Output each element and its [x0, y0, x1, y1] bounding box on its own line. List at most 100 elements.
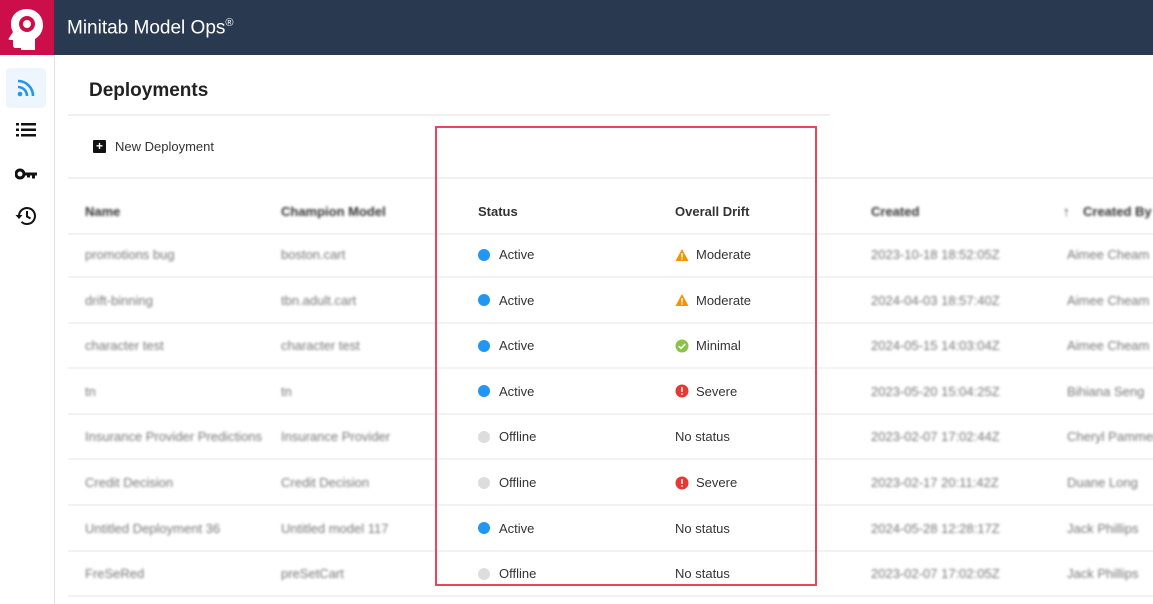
sidebar-item-keys[interactable] [6, 154, 46, 194]
new-deployment-button[interactable]: + New Deployment [93, 139, 214, 154]
table-row[interactable]: character test character test Active Min… [68, 324, 1153, 370]
deployment-name[interactable]: Untitled Deployment 36 [85, 520, 221, 536]
error-icon [675, 476, 689, 490]
created-by: Aimee Cheam [1067, 338, 1150, 354]
status: Offline [478, 461, 536, 504]
deployment-name[interactable]: tn [85, 383, 96, 399]
status-dot-icon [478, 522, 490, 535]
status-label: Offline [499, 566, 537, 582]
error-icon [675, 384, 689, 398]
deployment-name[interactable]: drift-binning [85, 292, 153, 308]
check-circle-icon [675, 339, 689, 353]
deployment-name[interactable]: promotions bug [85, 247, 175, 262]
status: Active [478, 507, 534, 550]
overall-drift: Severe [675, 370, 737, 413]
column-header-created-by[interactable]: Created By [1083, 204, 1152, 219]
column-header-champion-model[interactable]: Champion Model [281, 204, 386, 219]
divider [68, 177, 1153, 179]
column-header-created[interactable]: Created [871, 204, 920, 219]
sort-arrow-icon[interactable]: ↑ [1063, 204, 1070, 219]
head-gear-logo-icon [8, 8, 43, 50]
drift-label: Moderate [696, 247, 751, 262]
table-row[interactable]: FreSeRed preSetCart Offline No status 20… [68, 552, 1153, 598]
created-by: Cheryl Pammer [1067, 429, 1153, 445]
table-header: Name Champion Model Status Overall Drift… [68, 190, 1153, 235]
app-logo[interactable] [0, 0, 54, 55]
column-header-overall-drift[interactable]: Overall Drift [675, 204, 750, 219]
drift-label: Moderate [696, 292, 751, 308]
new-deployment-label: New Deployment [115, 139, 214, 154]
history-icon [15, 207, 36, 225]
sidebar-item-history[interactable] [6, 196, 46, 236]
champion-model: character test [281, 338, 360, 354]
created-date: 2024-04-03 18:57:40Z [871, 292, 1000, 308]
table-row[interactable]: tn tn Active Severe 2023-05-20 15:04:25Z… [68, 370, 1153, 415]
deployment-name[interactable]: Credit Decision [85, 475, 174, 490]
created-by: Duane Long [1067, 475, 1138, 490]
created-by: Bihiana Seng [1067, 383, 1145, 399]
overall-drift: No status [675, 415, 730, 458]
created-by: Aimee Cheam [1067, 247, 1150, 262]
status-label: Offline [499, 429, 537, 445]
overall-drift: Moderate [675, 279, 751, 322]
created-date: 2023-10-18 18:52:05Z [871, 247, 1000, 262]
page-title: Deployments [89, 80, 209, 101]
status-label: Active [499, 247, 535, 262]
status-dot-icon [478, 567, 490, 580]
champion-model: Untitled model 117 [281, 520, 389, 536]
table-row[interactable]: Credit Decision Credit Decision Offline … [68, 461, 1153, 506]
drift-label: Severe [696, 383, 738, 399]
created-date: 2023-02-07 17:02:05Z [871, 566, 1000, 582]
overall-drift: No status [675, 552, 730, 595]
overall-drift: Minimal [675, 324, 741, 367]
column-header-name[interactable]: Name [85, 204, 121, 219]
status-label: Active [499, 338, 535, 354]
sidebar-item-deployments[interactable] [6, 68, 46, 108]
app-title-text: Minitab Model Ops [67, 17, 226, 39]
created-by: Jack Phillips [1067, 566, 1139, 582]
rss-icon [17, 79, 35, 97]
drift-label: Severe [696, 475, 738, 490]
deployment-name[interactable]: Insurance Provider Predictions [85, 429, 263, 445]
created-date: 2024-05-15 14:03:04Z [871, 338, 1000, 354]
key-icon [15, 168, 37, 180]
created-date: 2023-02-07 17:02:44Z [871, 429, 1000, 445]
status-label: Active [499, 292, 535, 308]
champion-model: tbn.adult.cart [281, 292, 357, 308]
drift-label: No status [675, 566, 730, 582]
status-label: Active [499, 520, 535, 536]
trademark: ® [225, 17, 234, 29]
champion-model: tn [281, 383, 292, 399]
warning-icon [675, 248, 689, 262]
table-row[interactable]: Insurance Provider Predictions Insurance… [68, 415, 1153, 461]
champion-model: Credit Decision [281, 475, 370, 490]
deployment-name[interactable]: FreSeRed [85, 566, 145, 582]
status-label: Active [499, 383, 535, 399]
deployment-name[interactable]: character test [85, 338, 164, 354]
drift-label: No status [675, 429, 730, 445]
table-row[interactable]: promotions bug boston.cart Active Modera… [68, 233, 1153, 278]
status: Offline [478, 415, 536, 458]
status-dot-icon [478, 476, 490, 489]
drift-label: Minimal [696, 338, 741, 354]
champion-model: preSetCart [281, 566, 344, 582]
table-row[interactable]: Untitled Deployment 36 Untitled model 11… [68, 507, 1153, 552]
sidebar [0, 55, 55, 604]
sidebar-item-models[interactable] [6, 110, 46, 150]
status: Active [478, 324, 534, 367]
status-dot-icon [478, 248, 490, 261]
status-dot-icon [478, 385, 490, 398]
champion-model: Insurance Provider [281, 429, 391, 445]
drift-label: No status [675, 520, 730, 536]
status: Active [478, 279, 534, 322]
status-label: Offline [499, 475, 537, 490]
created-date: 2024-05-28 12:28:17Z [871, 520, 1000, 536]
overall-drift: No status [675, 507, 730, 550]
champion-model: boston.cart [281, 247, 346, 262]
created-date: 2023-02-17 20:11:42Z [871, 475, 999, 490]
warning-icon [675, 293, 689, 307]
table-row[interactable]: drift-binning tbn.adult.cart Active Mode… [68, 279, 1153, 324]
app-title: Minitab Model Ops® [67, 17, 234, 39]
column-header-status[interactable]: Status [478, 204, 518, 219]
status-dot-icon [478, 339, 490, 352]
